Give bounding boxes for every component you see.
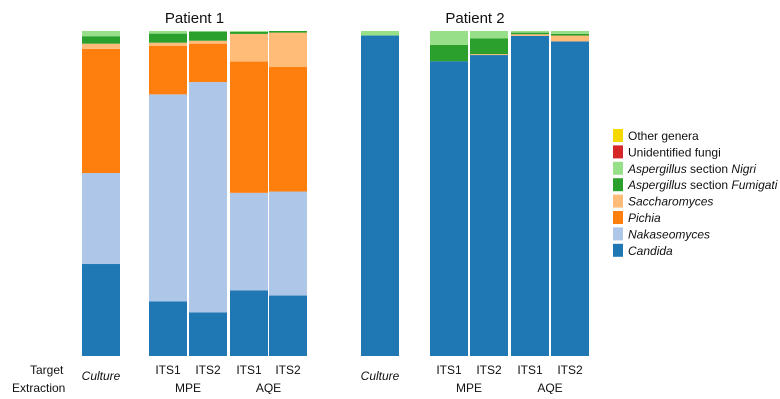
bar-segment-patient-2-mpe-its2-aspergillus-section-fumigati <box>470 38 508 55</box>
bar-segment-patient-1-aqe-its1-aspergillus-section-nigri <box>230 31 268 32</box>
bar-segment-patient-1-aqe-its2-nakaseomyces <box>269 191 307 296</box>
bar-segment-patient-1-culture-saccharomyces <box>82 43 120 49</box>
target-label-patient-2-mpe-its1: ITS1 <box>436 363 462 377</box>
bar-segment-patient-2-aqe-its2-aspergillus-section-nigri <box>551 31 589 34</box>
bar-segment-patient-1-culture-aspergillus-section-fumigati <box>82 36 120 44</box>
bar-segment-patient-1-aqe-its2-pichia <box>269 66 307 192</box>
legend-swatch-unidentified-fungi <box>613 145 623 159</box>
legend-label-other-genera: Other genera <box>628 129 699 143</box>
extraction-label-patient-2-mpe: MPE <box>456 381 482 394</box>
target-label-patient-1-mpe-its2: ITS2 <box>195 363 221 377</box>
bar-segment-patient-1-mpe-its2-saccharomyces <box>189 40 227 44</box>
legend-label-aspergillus-section-fumigati: Aspergillus section Fumigati <box>627 178 778 192</box>
legend-label-aspergillus-section-nigri: Aspergillus section Nigri <box>627 162 756 176</box>
target-label-patient-1-mpe-its1: ITS1 <box>155 363 181 377</box>
bar-segment-patient-1-mpe-its1-candida <box>149 301 187 356</box>
bar-segment-patient-2-mpe-its1-aspergillus-section-nigri <box>430 31 468 45</box>
extraction-label-patient-1-culture: Culture <box>82 369 121 383</box>
legend-swatch-other-genera <box>613 129 623 142</box>
legend-swatch-saccharomyces <box>613 194 623 208</box>
bar-segment-patient-1-aqe-its1-pichia <box>230 61 268 193</box>
legend-swatch-pichia <box>613 211 623 224</box>
legend-label-nakaseomyces: Nakaseomyces <box>628 227 710 241</box>
target-label-patient-1-aqe-its1: ITS1 <box>236 363 262 377</box>
extraction-label-patient-2-aqe: AQE <box>537 381 562 394</box>
row-label-extraction: Extraction <box>12 381 65 394</box>
chart-title-patient-1: Patient 1 <box>165 10 224 27</box>
bar-segment-patient-2-culture-candida <box>361 35 399 357</box>
bar-segment-patient-1-aqe-its1-aspergillus-section-fumigati <box>230 31 268 34</box>
bar-segment-patient-2-aqe-its2-candida <box>551 41 589 357</box>
extraction-label-patient-1-aqe: AQE <box>256 381 281 394</box>
bar-segment-patient-2-mpe-its2-candida <box>470 55 508 357</box>
extraction-label-patient-1-mpe: MPE <box>175 381 201 394</box>
chart-title-patient-2: Patient 2 <box>445 10 504 27</box>
bar-segment-patient-1-mpe-its1-pichia <box>149 45 187 95</box>
bar-segment-patient-1-aqe-its1-candida <box>230 290 268 356</box>
legend-label-saccharomyces: Saccharomyces <box>628 195 713 209</box>
bar-segment-patient-2-aqe-its2-saccharomyces <box>551 35 589 42</box>
bar-segment-patient-1-culture-pichia <box>82 48 120 174</box>
bar-segment-patient-1-aqe-its2-saccharomyces <box>269 32 307 67</box>
bar-segment-patient-2-mpe-its2-saccharomyces <box>470 54 508 56</box>
bar-segment-patient-1-culture-candida <box>82 264 120 356</box>
legend-swatch-nakaseomyces <box>613 227 623 241</box>
bar-segment-patient-1-mpe-its2-pichia <box>189 43 227 83</box>
bar-segment-patient-1-mpe-its1-aspergillus-section-nigri <box>149 31 187 34</box>
bar-segment-patient-2-aqe-its1-aspergillus-section-nigri <box>511 31 549 33</box>
target-label-patient-2-aqe-its1: ITS1 <box>517 363 543 377</box>
legend-label-pichia: Pichia <box>628 211 661 225</box>
target-label-patient-2-mpe-its2: ITS2 <box>476 363 502 377</box>
bar-segment-patient-1-aqe-its2-candida <box>269 295 307 356</box>
bar-segment-patient-1-mpe-its1-nakaseomyces <box>149 94 187 302</box>
target-label-patient-1-aqe-its2: ITS2 <box>275 363 301 377</box>
legend-swatch-candida <box>613 243 623 257</box>
legend-swatch-aspergillus-section-fumigati <box>613 178 623 192</box>
bar-segment-patient-1-culture-aspergillus-section-nigri <box>82 31 120 37</box>
row-label-target: Target <box>30 363 64 377</box>
legend-label-candida: Candida <box>628 244 673 258</box>
bar-segment-patient-2-culture-aspergillus-section-nigri <box>361 31 399 36</box>
bar-segment-patient-1-mpe-its2-candida <box>189 312 227 356</box>
bar-segment-patient-1-aqe-its2-aspergillus-section-fumigati <box>269 31 307 33</box>
legend-swatch-aspergillus-section-nigri <box>613 161 623 175</box>
legend-label-unidentified-fungi: Unidentified fungi <box>628 145 721 159</box>
target-label-patient-2-aqe-its2: ITS2 <box>557 363 583 377</box>
bar-segment-patient-1-mpe-its2-nakaseomyces <box>189 82 227 313</box>
bar-segment-patient-2-mpe-its2-aspergillus-section-nigri <box>470 31 508 39</box>
bar-segment-patient-2-mpe-its1-candida <box>430 61 468 356</box>
bar-segment-patient-2-mpe-its1-aspergillus-section-fumigati <box>430 44 468 62</box>
bar-segment-patient-1-culture-nakaseomyces <box>82 173 120 265</box>
bar-segment-patient-2-aqe-its1-saccharomyces <box>511 34 549 36</box>
bar-segment-patient-1-mpe-its1-aspergillus-section-fumigati <box>149 33 187 43</box>
bar-segment-patient-1-mpe-its1-saccharomyces <box>149 42 187 46</box>
bar-segment-patient-1-mpe-its2-aspergillus-section-fumigati <box>189 31 227 41</box>
extraction-label-patient-2-culture: Culture <box>361 369 400 383</box>
bar-segment-patient-2-aqe-its1-aspergillus-section-fumigati <box>511 32 549 35</box>
bar-segment-patient-1-aqe-its1-nakaseomyces <box>230 192 268 291</box>
bar-segment-patient-1-mpe-its2-aspergillus-section-nigri <box>189 31 227 32</box>
bar-segment-patient-1-aqe-its1-saccharomyces <box>230 33 268 62</box>
bar-segment-patient-2-aqe-its1-candida <box>511 35 549 357</box>
bar-segment-patient-2-aqe-its2-aspergillus-section-fumigati <box>551 33 589 36</box>
